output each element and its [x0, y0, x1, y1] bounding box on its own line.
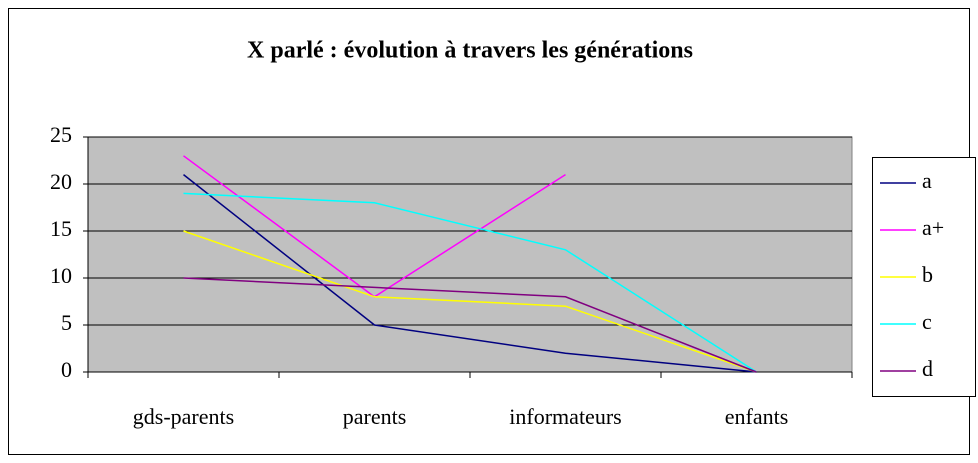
y-tick-label: 15: [50, 216, 72, 241]
plot-area: [87, 136, 853, 373]
y-tick-label: 0: [61, 357, 72, 382]
legend-label: a+: [922, 215, 944, 240]
series-line: [183, 230, 757, 373]
y-tick-label: 5: [61, 310, 72, 335]
chart-title: X parlé : évolution à travers les généra…: [247, 38, 693, 64]
y-tick-label: 10: [50, 263, 72, 288]
y-tick-label: 25: [50, 122, 72, 147]
legend-label: a: [922, 168, 932, 193]
series-line: [183, 192, 757, 373]
x-tick-label: gds-parents: [133, 404, 234, 429]
legend-label: d: [922, 356, 933, 381]
legend-label: c: [922, 309, 932, 334]
x-tick-label: enfants: [725, 404, 789, 429]
series-line: [183, 174, 757, 373]
x-tick-label: informateurs: [509, 404, 621, 429]
x-tick-label: parents: [343, 404, 407, 429]
legend-label: b: [922, 262, 933, 287]
series-line: [183, 277, 757, 373]
y-tick-label: 20: [50, 169, 72, 194]
